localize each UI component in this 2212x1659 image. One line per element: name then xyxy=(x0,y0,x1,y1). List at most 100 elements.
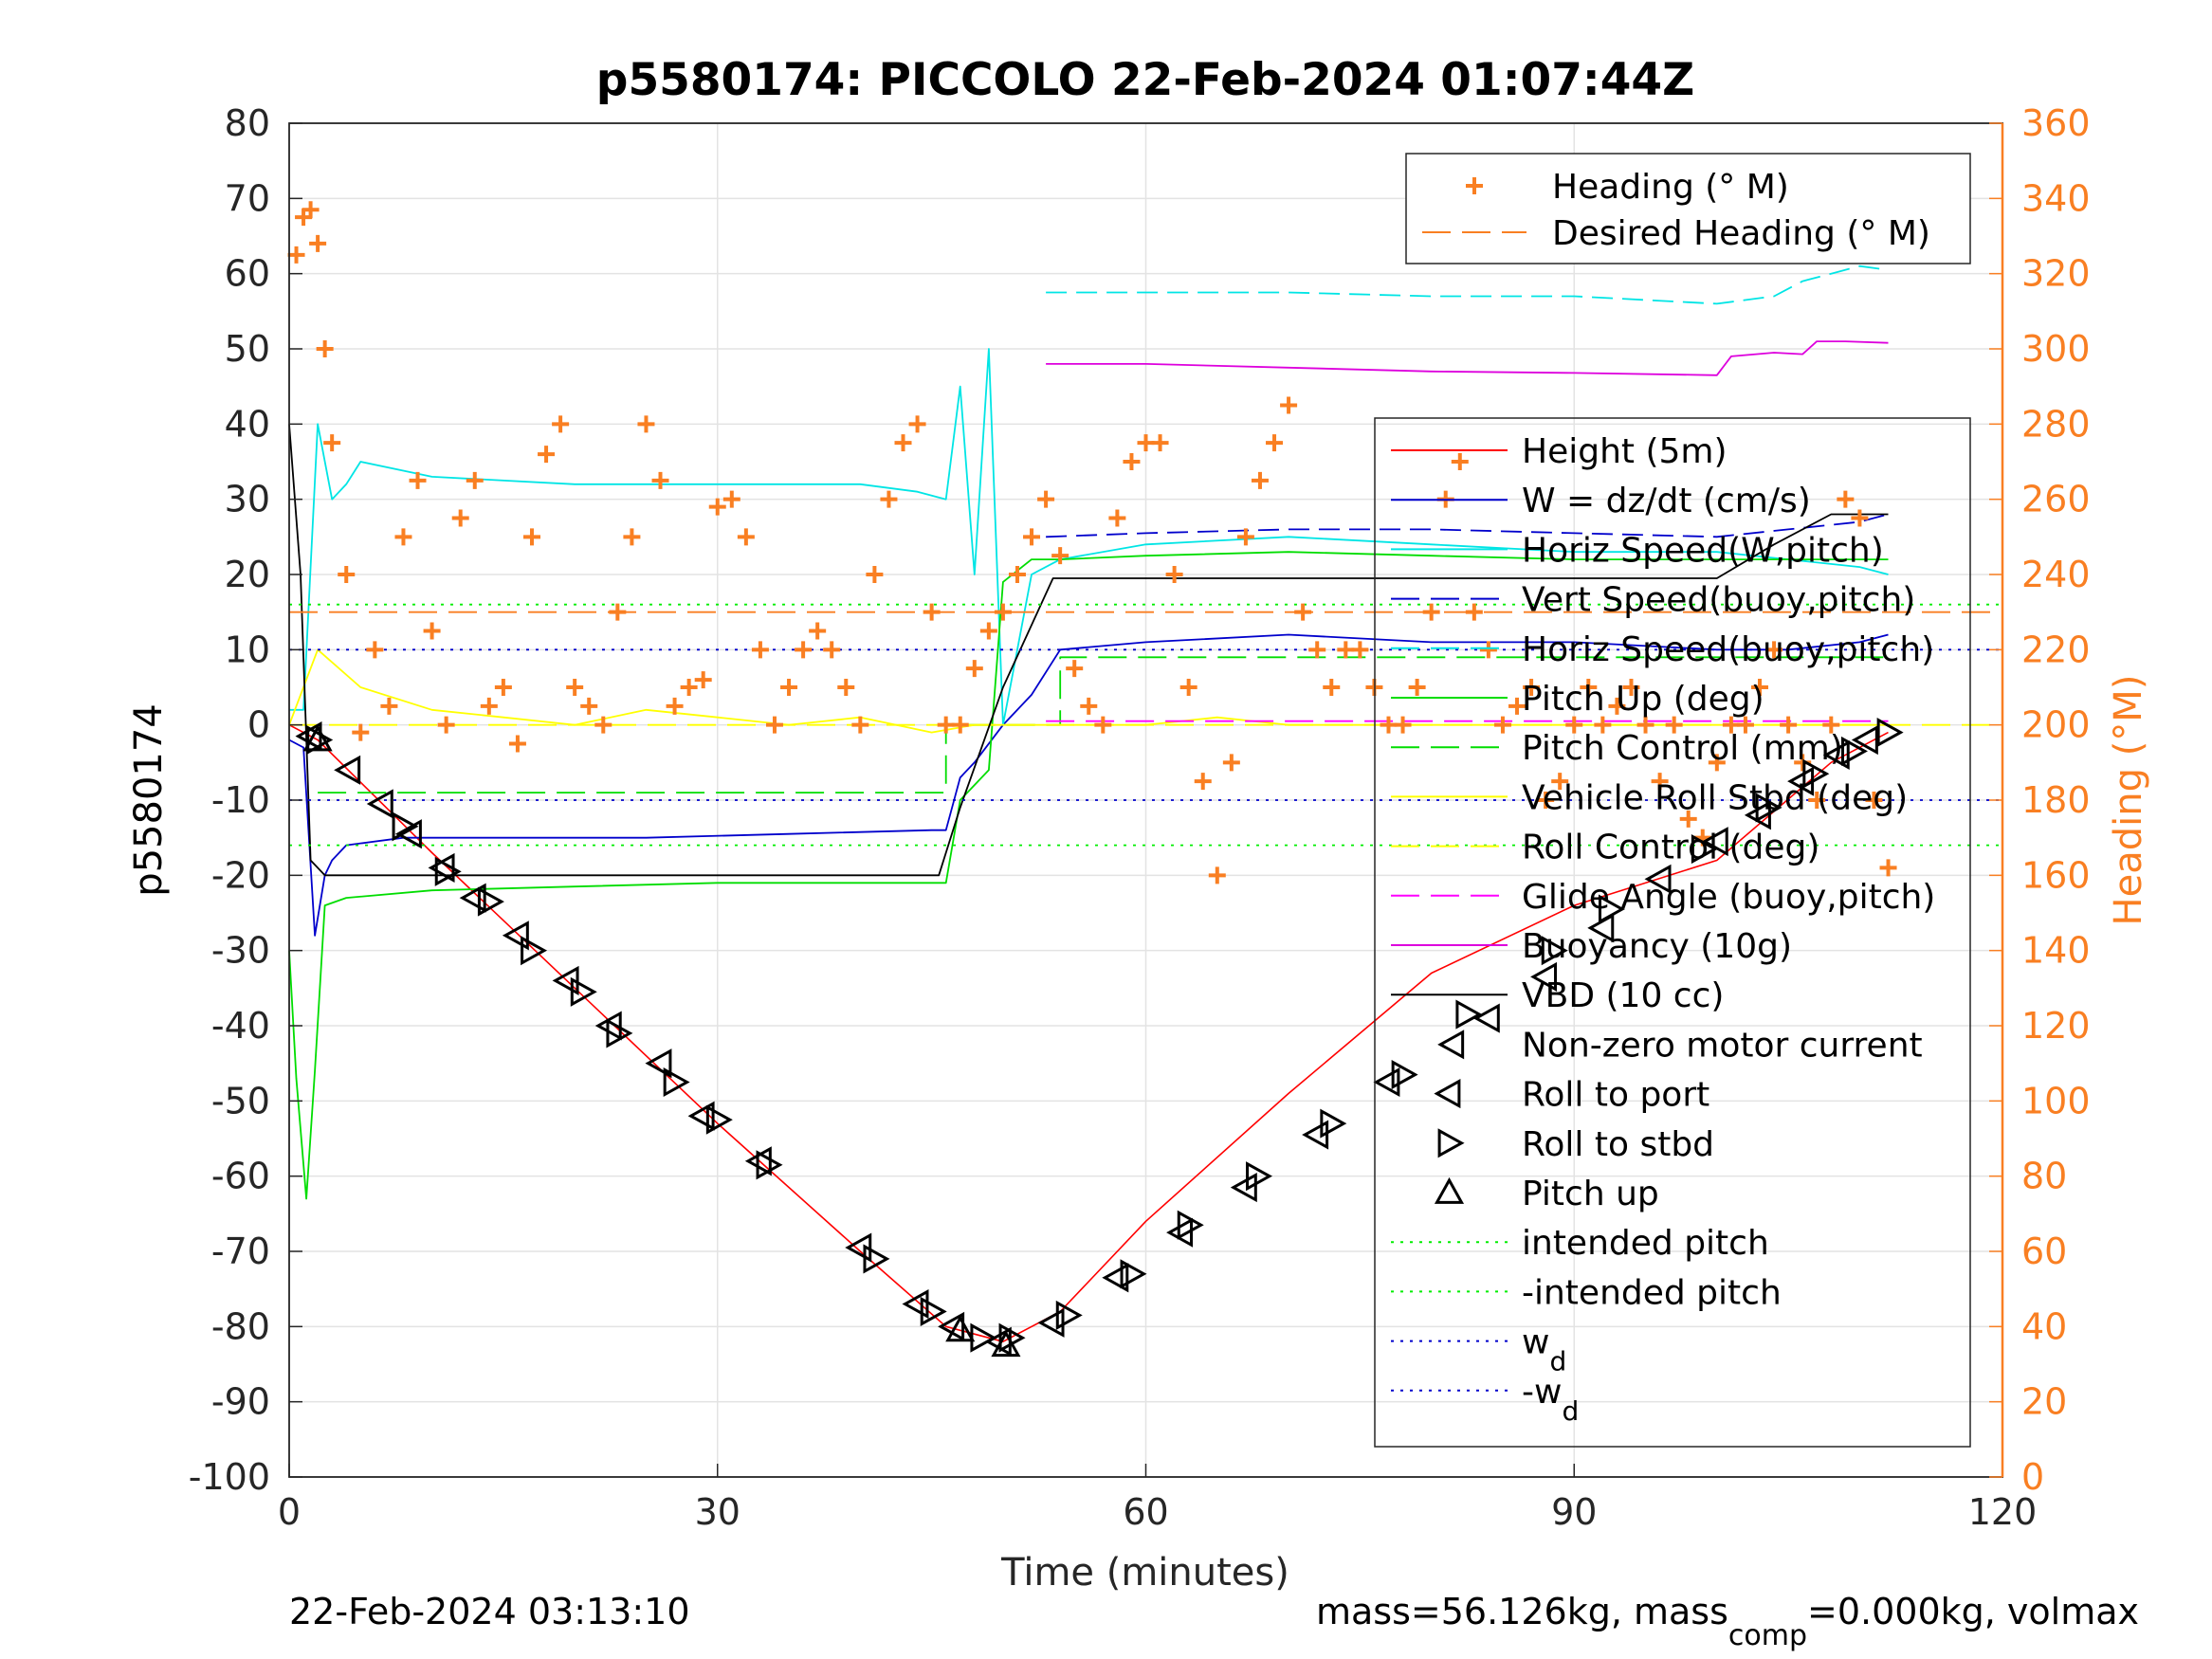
heading-point xyxy=(1851,509,1869,527)
heading-point xyxy=(1822,716,1840,734)
heading-point xyxy=(880,490,898,508)
roll-to-port-marker xyxy=(1644,864,1672,894)
heading-point xyxy=(1879,859,1897,877)
y-tick-label-left: 30 xyxy=(225,479,270,520)
y-tick-label-right: 60 xyxy=(2021,1231,2067,1272)
roll-to-stbd-marker xyxy=(1120,1259,1147,1289)
heading-point xyxy=(1251,471,1269,489)
heading-point xyxy=(1537,792,1555,809)
heading-point xyxy=(994,603,1012,621)
roll-to-stbd-marker xyxy=(1755,793,1782,823)
legend-label-text: -w xyxy=(1522,1373,1562,1412)
legend-label-text: intended pitch xyxy=(1522,1224,1769,1263)
heading-point xyxy=(908,415,926,433)
y-tick-label-right: 80 xyxy=(2021,1156,2067,1197)
roll-to-port-marker xyxy=(645,1048,672,1079)
legend-label-text: Horiz Speed(buoy,pitch) xyxy=(1522,630,1934,669)
legend-label-text: W = dz/dt (cm/s) xyxy=(1522,482,1811,520)
heading-point xyxy=(1323,679,1341,696)
legend-label-text: Roll to stbd xyxy=(1522,1125,1714,1164)
legend-entry-height-5m-0: Height (5m) xyxy=(1391,432,1728,471)
roll-to-stbd-marker xyxy=(1320,1108,1347,1139)
heading-point xyxy=(1565,716,1583,734)
legend-label: -intended pitch xyxy=(1522,1273,1782,1312)
roll-to-port-marker xyxy=(1302,1120,1329,1150)
legend-top-entry: Desired Heading (° M) xyxy=(1422,214,1930,253)
heading-point xyxy=(1751,679,1769,696)
heading-point xyxy=(1736,716,1754,734)
heading-point xyxy=(1523,679,1541,696)
roll-to-port-marker xyxy=(594,1011,622,1041)
y-tick-label-right: 300 xyxy=(2021,328,2091,370)
heading-point xyxy=(1808,792,1826,809)
heading-point xyxy=(1451,453,1469,470)
heading-point xyxy=(1351,641,1369,659)
heading-point xyxy=(609,603,627,621)
legend-entry-roll-control-deg-8: Roll Control (deg) xyxy=(1391,829,1819,867)
pitch-up-marker xyxy=(302,724,333,752)
roll-to-port-marker xyxy=(1166,1217,1194,1248)
heading-point xyxy=(302,201,320,219)
y-tick-label-right: 180 xyxy=(2021,779,2091,821)
roll-to-port-marker xyxy=(902,1288,929,1320)
series-layer xyxy=(288,264,2002,1342)
pitch-up-marker xyxy=(991,1330,1021,1358)
roll-to-stbd-marker xyxy=(1455,999,1483,1030)
heading-point xyxy=(866,566,884,583)
heading-point xyxy=(1194,773,1212,791)
roll-to-port-marker xyxy=(845,1232,872,1263)
heading-point xyxy=(323,434,341,452)
series-w-dz-dt-cm-s xyxy=(288,633,1889,937)
legend-label: Vehicle Roll Stbd (deg) xyxy=(1522,778,1908,817)
heading-point xyxy=(1594,716,1612,734)
heading-point xyxy=(466,471,484,489)
legend-entry-buoyancy-10g-10: Buoyancy (10g) xyxy=(1391,927,1792,966)
legend-label: -wd xyxy=(1522,1373,1579,1427)
heading-point xyxy=(623,528,641,546)
heading-point xyxy=(1094,716,1112,734)
y-tick-label-right: 340 xyxy=(2021,177,2091,219)
heading-point xyxy=(366,641,384,659)
legend-top-entry: Heading (° M) xyxy=(1466,168,1789,207)
series-roll-to-stbd xyxy=(306,718,1904,1353)
y-tick-label-right: 320 xyxy=(2021,253,2091,295)
pitch-up-marker xyxy=(945,1315,976,1342)
heading-point xyxy=(1080,697,1098,715)
heading-point xyxy=(694,671,712,689)
heading-point xyxy=(708,498,726,516)
heading-point xyxy=(1037,490,1055,508)
heading-point xyxy=(1780,716,1798,734)
legend-label-text: Pitch Control (mm) xyxy=(1522,729,1843,768)
heading-point xyxy=(894,434,912,452)
heading-point xyxy=(651,471,669,489)
heading-point xyxy=(1837,490,1855,508)
y-tick-label-left: -40 xyxy=(211,1005,270,1047)
y-tick-label-left: -30 xyxy=(211,930,270,972)
y-tick-label-right: 120 xyxy=(2021,1005,2091,1047)
legend-label: Pitch up xyxy=(1522,1175,1659,1213)
y-tick-label-right: 360 xyxy=(2021,102,2091,144)
x-tick-label: 60 xyxy=(1123,1491,1168,1533)
roll-to-port-marker xyxy=(334,755,361,785)
y-tick-label-right: 160 xyxy=(2021,854,2091,896)
heading-point xyxy=(309,234,327,252)
legend-label: Height (5m) xyxy=(1522,432,1728,471)
legend-label-text: Pitch up xyxy=(1522,1175,1659,1213)
heading-point xyxy=(937,716,955,734)
heading-point xyxy=(722,490,740,508)
x-axis-label: Time (minutes) xyxy=(1000,1551,1289,1595)
roll-to-stbd-marker xyxy=(920,1296,947,1327)
heading-point xyxy=(522,528,540,546)
y-tick-label-left: 50 xyxy=(225,328,270,370)
legend-entry-intended-pitch-17: -intended pitch xyxy=(1391,1273,1782,1312)
heading-point xyxy=(1051,547,1069,565)
roll-to-stbd-marker xyxy=(570,976,597,1007)
heading-point xyxy=(1208,866,1226,884)
roll-to-port-marker xyxy=(459,883,486,913)
heading-point xyxy=(680,679,698,696)
legend-label-text: Vehicle Roll Stbd (deg) xyxy=(1522,778,1908,817)
legend-label-sub: d xyxy=(1562,1395,1579,1427)
heading-point xyxy=(1337,641,1355,659)
legend-label: Pitch Control (mm) xyxy=(1522,729,1843,768)
